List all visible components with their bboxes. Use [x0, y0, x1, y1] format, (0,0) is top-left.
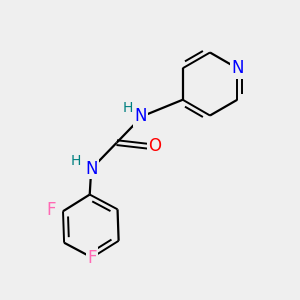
- Text: N: N: [231, 59, 244, 77]
- Text: H: H: [71, 154, 81, 168]
- Text: N: N: [85, 160, 98, 178]
- Text: F: F: [47, 201, 56, 219]
- Text: O: O: [148, 137, 161, 155]
- Text: N: N: [134, 107, 147, 125]
- Text: H: H: [123, 101, 133, 115]
- Text: F: F: [87, 248, 97, 266]
